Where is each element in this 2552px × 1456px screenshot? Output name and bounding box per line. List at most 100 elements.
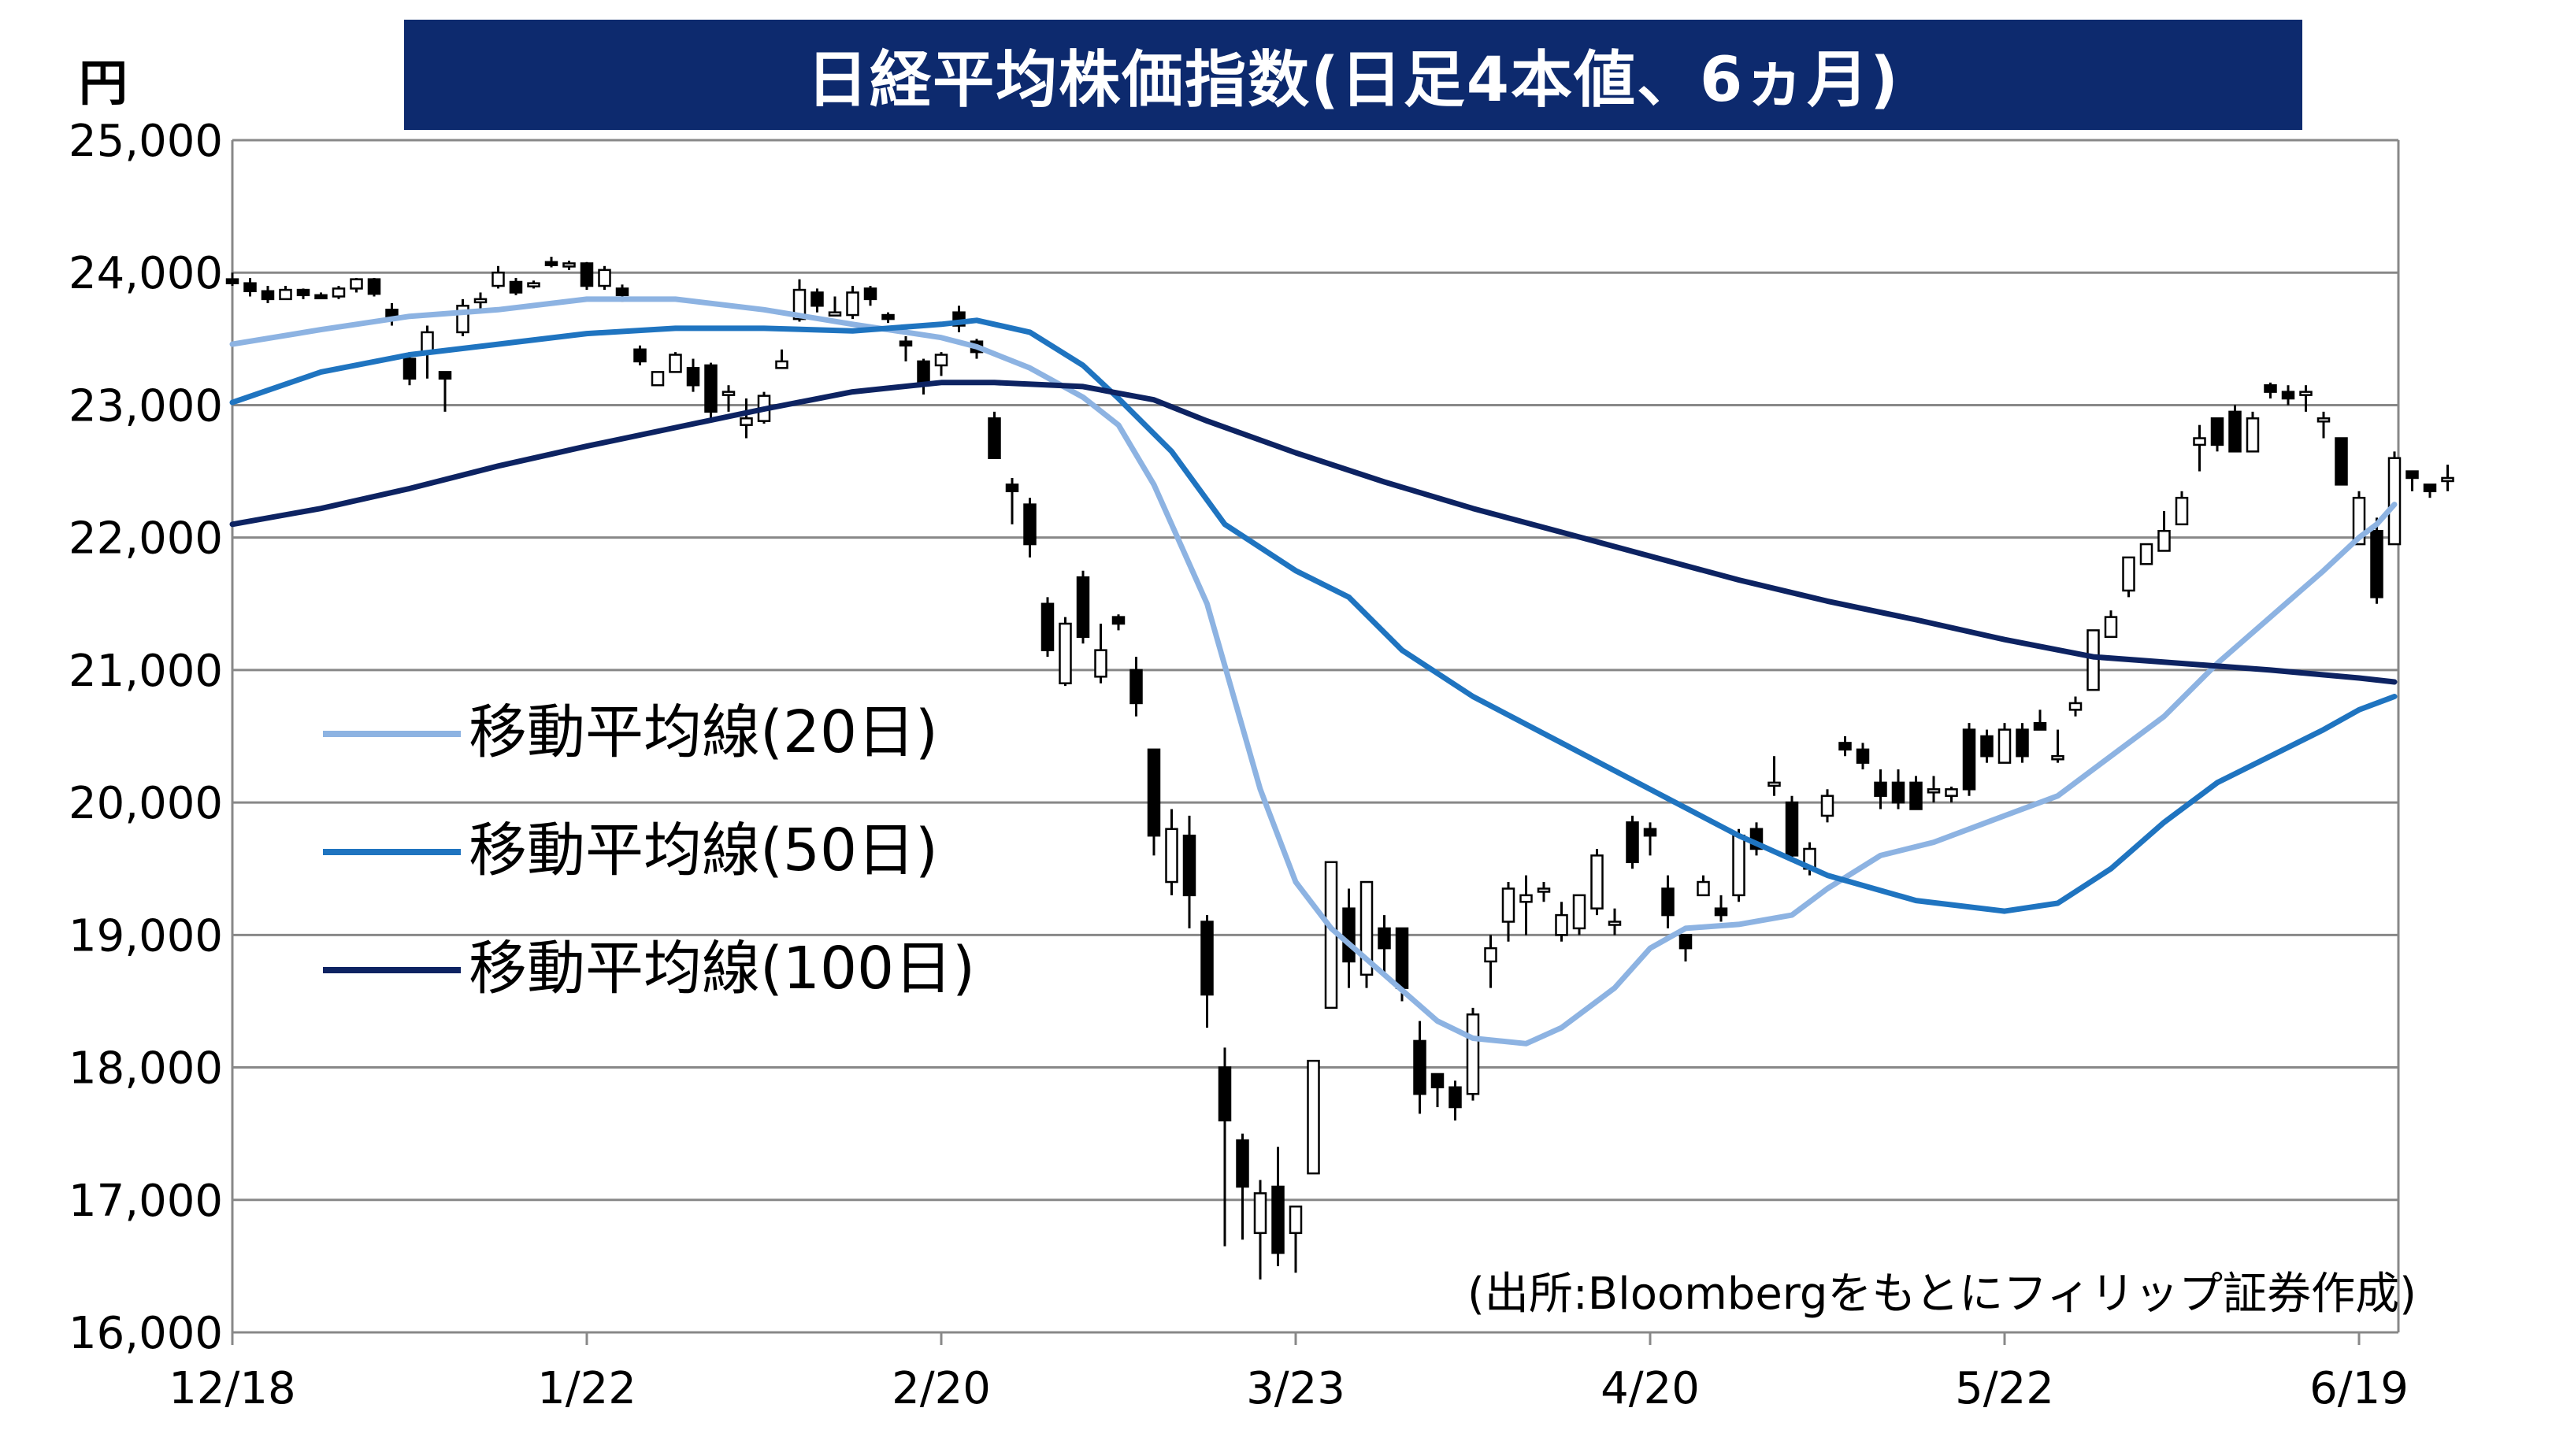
candle-body (2441, 476, 2454, 483)
candle-body (2016, 728, 2029, 758)
candle-body (2423, 483, 2437, 493)
candle-body (686, 367, 700, 387)
candle-body (1342, 907, 1356, 963)
candle-body (367, 278, 381, 295)
ma100-line (229, 380, 2398, 685)
candle-body (828, 311, 842, 317)
candle (1200, 915, 1214, 1028)
candle-body (1147, 748, 1161, 837)
candle-body (1448, 1086, 1462, 1109)
candle-body (1785, 801, 1799, 857)
candle (580, 261, 594, 291)
candle (1519, 875, 1533, 935)
candle (633, 345, 647, 365)
candle (2228, 405, 2242, 453)
y-axis-unit: 円 (79, 54, 128, 112)
candle-body (1519, 894, 1533, 903)
candle (2281, 385, 2295, 406)
x-tick-label: 6/19 (2309, 1363, 2409, 1414)
candle (527, 280, 540, 289)
legend-swatch-ma20 (323, 731, 461, 737)
candle-body (1182, 834, 1196, 897)
source-note: (出所:Bloombergをもとにフィリップ証券作成) (1467, 1269, 2417, 1320)
legend-item-ma100: 移動平均線(100日) (323, 937, 1111, 1000)
candle (1537, 882, 1551, 902)
candle-body (1856, 748, 1870, 764)
candle (1945, 786, 1958, 803)
x-tick-label: 2/20 (892, 1363, 991, 1414)
y-tick-label: 20,000 (69, 778, 223, 829)
candle (775, 349, 788, 369)
candle (1023, 498, 1037, 558)
candle (2316, 411, 2331, 439)
candle-body (1962, 728, 1976, 791)
y-tick-label: 17,000 (69, 1176, 223, 1227)
candle-body (1413, 1039, 1426, 1095)
candle-body (225, 278, 239, 284)
candle (1005, 477, 1019, 524)
legend-swatch-ma50 (323, 849, 461, 855)
candle (562, 261, 576, 270)
moving-average-lines (229, 296, 2398, 1047)
candles (225, 257, 2454, 1280)
candle (2299, 385, 2313, 412)
candle-body (651, 371, 665, 387)
candle (2370, 517, 2383, 604)
candle-body (509, 280, 523, 294)
candle (509, 277, 523, 295)
candle-body (1218, 1066, 1232, 1122)
candle-body (1678, 934, 1693, 950)
candle (1413, 1021, 1426, 1114)
candle (1448, 1080, 1462, 1121)
candle (243, 277, 257, 297)
candle (1129, 657, 1143, 717)
candle-body (544, 261, 558, 267)
candle (651, 371, 665, 387)
candle (828, 296, 842, 317)
candle-body (2370, 530, 2383, 598)
x-tick-label: 3/23 (1246, 1363, 1345, 1414)
candle-body (846, 291, 859, 317)
candle-body (899, 340, 913, 346)
candle-body (314, 294, 328, 300)
candle (1891, 769, 1905, 810)
x-tick-label: 5/22 (1955, 1363, 2054, 1414)
candle-body (2299, 391, 2313, 396)
candle (367, 277, 381, 297)
candle (225, 272, 239, 287)
candle (1661, 875, 1675, 928)
candle (1218, 1047, 1232, 1247)
candle (934, 352, 948, 376)
y-tick-label: 25,000 (69, 116, 223, 167)
candle (2086, 629, 2100, 691)
candle (1378, 915, 1391, 975)
candle-body (2246, 417, 2260, 453)
candle-body (775, 360, 788, 369)
y-tick-label: 16,000 (69, 1308, 223, 1359)
legend-label-ma20: 移動平均線(20日) (469, 698, 938, 766)
candle (332, 286, 346, 299)
candle-body (2139, 543, 2153, 565)
ma20-line (229, 296, 2398, 1047)
candle (2246, 411, 2260, 453)
candle-body (1767, 781, 1781, 787)
candle (1678, 934, 1693, 961)
candle-body (421, 331, 434, 354)
legend-label-ma100: 移動平均線(100日) (469, 935, 975, 1002)
candle (1111, 614, 1126, 631)
candle (402, 352, 417, 386)
candle-body (881, 313, 895, 320)
candle-body (332, 287, 346, 298)
candle (917, 358, 930, 395)
y-tick-label: 21,000 (69, 646, 223, 697)
candle (863, 286, 877, 306)
candle-body (2157, 530, 2171, 552)
candle (1307, 1059, 1320, 1175)
y-tick-label: 18,000 (69, 1043, 223, 1095)
candle-body (1590, 854, 1604, 910)
candle (1147, 748, 1161, 856)
candle-body (2175, 496, 2189, 526)
candle (686, 358, 700, 392)
candle (2122, 556, 2135, 598)
